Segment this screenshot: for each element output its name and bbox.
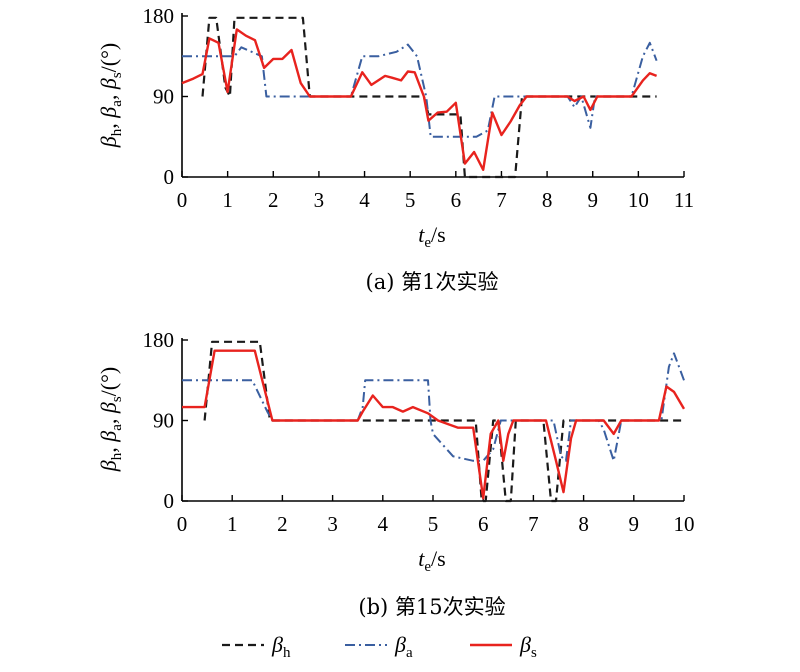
panel-b-xtick-label: 7 — [528, 512, 539, 536]
panel-a-ticks: 0 1 2 3 4 5 6 7 8 9 10 11 0 90 180 — [143, 4, 695, 212]
panel-b-xtick-label: 2 — [277, 512, 288, 536]
panel-a-xtick-label: 6 — [451, 188, 462, 212]
panel-b-ylabel: βh, βa, βs/(°) — [96, 367, 125, 472]
legend: βh βa βs — [222, 632, 537, 661]
panel-b-xtick-label: 6 — [478, 512, 489, 536]
panel-b-series — [182, 340, 686, 503]
panel-b-xtick-label: 5 — [428, 512, 439, 536]
panel-b-ytick-label: 90 — [153, 409, 174, 433]
panel-a-xtick-label: 10 — [628, 188, 649, 212]
panel-b-series-beta-h — [203, 340, 684, 503]
panel-a-xlabel: te/s — [418, 222, 445, 251]
panel-b-ticks: 0 1 2 3 4 5 6 7 8 9 10 0 90 180 — [143, 328, 695, 536]
panel-a-ytick-label: 180 — [143, 4, 175, 28]
panel-a-series-beta-a — [182, 41, 658, 138]
panel-a-xtick-label: 3 — [314, 188, 325, 212]
panel-a-xtick-label: 9 — [587, 188, 598, 212]
panel-a-chart: 0 1 2 3 4 5 6 7 8 9 10 11 0 90 180 βh, βa, βs/(°) te/s… — [96, 4, 694, 294]
panel-b-xtick-label: 1 — [227, 512, 238, 536]
panel-b-ytick-label: 180 — [143, 328, 175, 352]
panel-b-xtick-label: 10 — [674, 512, 695, 536]
panel-a-caption: (a) 第1次实验 — [366, 270, 499, 294]
panel-b-xlabel: te/s — [418, 546, 445, 575]
panel-a-xtick-label: 4 — [359, 188, 370, 212]
panel-b-series-beta-s — [182, 349, 686, 500]
panel-b-xtick-label: 4 — [378, 512, 389, 536]
legend-label: βs — [519, 632, 537, 661]
panel-a-xtick-label: 7 — [496, 188, 507, 212]
panel-a-ytick-label: 90 — [153, 85, 174, 109]
panel-a-series-beta-s — [181, 28, 658, 171]
panel-b-caption: (b) 第15次实验 — [358, 595, 505, 619]
panel-a-xtick-label: 11 — [674, 188, 694, 212]
panel-a-ytick-label: 0 — [164, 165, 175, 189]
legend-label: βa — [394, 632, 413, 661]
panel-b-series-beta-a — [182, 352, 685, 462]
panel-a-series — [181, 16, 658, 179]
panel-b-xtick-label: 0 — [177, 512, 188, 536]
panel-a-xtick-label: 8 — [542, 188, 553, 212]
panel-b-chart: 0 1 2 3 4 5 6 7 8 9 10 0 90 180 βh, βa, βs/(°) te/s (… — [96, 328, 695, 619]
panel-a-xtick-label: 5 — [405, 188, 416, 212]
panel-b-xtick-label: 3 — [327, 512, 338, 536]
panel-b-ytick-label: 0 — [164, 489, 175, 513]
panel-a-ylabel: βh, βa, βs/(°) — [96, 43, 125, 148]
panel-a-xtick-label: 1 — [222, 188, 233, 212]
panel-b-xtick-label: 9 — [629, 512, 640, 536]
panel-b-xtick-label: 8 — [578, 512, 589, 536]
panel-a-xtick-label: 2 — [268, 188, 279, 212]
panel-a-xtick-label: 0 — [177, 188, 188, 212]
legend-label: βh — [271, 632, 291, 661]
panel-a-series-beta-h — [201, 16, 657, 179]
